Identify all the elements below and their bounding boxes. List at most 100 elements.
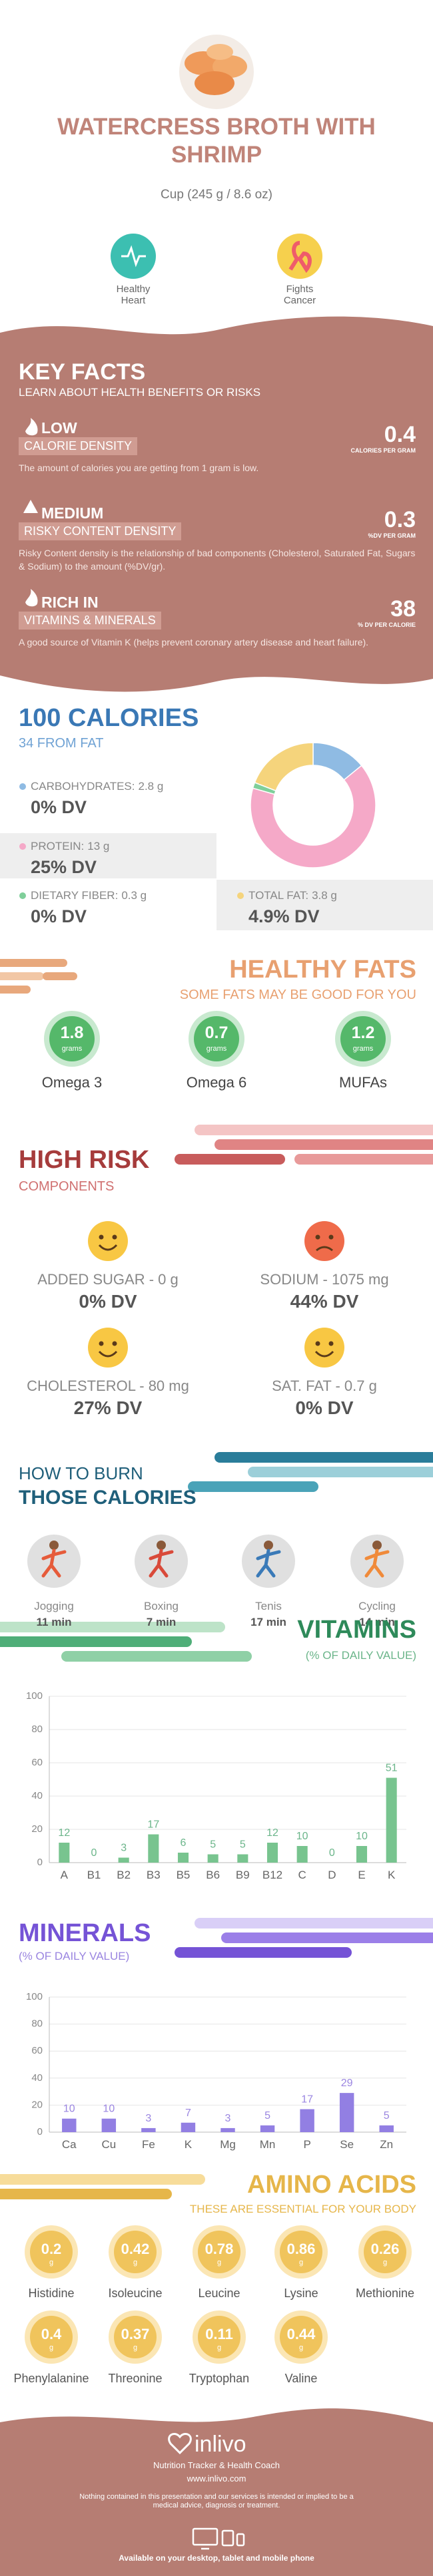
vitamin-stripes (0, 1622, 252, 1662)
device-icons (192, 2527, 245, 2550)
badge-label: Fights Cancer (283, 283, 316, 307)
chart-title: VITAMINS (297, 1616, 416, 1644)
amino-circle (30, 2231, 73, 2273)
bar (101, 2118, 117, 2132)
fact-label: VITAMINS & MINERALS (19, 612, 161, 630)
fat-circle (49, 1016, 95, 1061)
risk-icon (304, 1328, 344, 1368)
section-title: KEY FACTS (19, 359, 146, 385)
chart-subtitle: (% OF DAILY VALUE) (305, 1649, 416, 1662)
bar-value-label: 10 (63, 2104, 75, 2115)
section-title: HOW TO BURN (19, 1463, 143, 1483)
amino-unit: g (298, 2259, 304, 2267)
nutrient-dv: 0% DV (31, 797, 87, 817)
y-tick-label: 100 (26, 1991, 43, 2002)
x-tick-label: Zn (380, 2138, 393, 2151)
risk-label: ADDED SUGAR - 0 g (37, 1271, 179, 1288)
legend-dot (19, 892, 26, 899)
activity-body (364, 1549, 390, 1578)
amino-circle (280, 2316, 322, 2358)
amino-name: Methionine (355, 2287, 415, 2300)
activity-body (149, 1549, 174, 1578)
fact-label: CALORIE DENSITY (19, 437, 138, 455)
bar-value-label: 3 (121, 1843, 127, 1854)
fat-circle (194, 1016, 239, 1061)
amino-circle (280, 2231, 322, 2273)
activity-head (264, 1541, 273, 1550)
fats-stripes (0, 959, 77, 994)
bar-value-label: 51 (386, 1763, 398, 1774)
footer-background (0, 2408, 433, 2576)
x-tick-label: K (388, 1869, 396, 1881)
section-subtitle: THESE ARE ESSENTIAL FOR YOUR BODY (189, 2203, 416, 2215)
amino-value: 0.78 (205, 2241, 234, 2257)
x-tick-label: Fe (142, 2138, 155, 2151)
legend-dot (19, 783, 26, 790)
section-title: HEALTHY FATS (229, 956, 416, 984)
activity-icon (135, 1535, 188, 1588)
bar (379, 2125, 394, 2132)
fact-level: LOW (41, 419, 77, 437)
y-tick-label: 0 (37, 2126, 43, 2137)
activity-head (157, 1541, 166, 1550)
bar-value-label: 6 (181, 1837, 187, 1849)
bar (141, 2127, 156, 2132)
fat-value: 1.8 (60, 1023, 84, 1042)
fact-value: 38 (390, 596, 416, 622)
mineral-stripes (175, 1918, 433, 1958)
bar (148, 1834, 159, 1863)
amino-value: 0.2 (41, 2241, 62, 2257)
legend-dot (19, 843, 26, 850)
risk-mouth (316, 1246, 333, 1252)
amino-circle (114, 2316, 157, 2358)
activity-time: 7 min (146, 1616, 177, 1628)
amino-value: 0.44 (286, 2326, 316, 2342)
bar-value-label: 10 (356, 1831, 368, 1842)
url: www.inlivo.com (187, 2474, 246, 2484)
activity-time: 14 min (359, 1616, 395, 1628)
risk-dv: 0% DV (79, 1291, 137, 1312)
bar (181, 2122, 196, 2132)
dish-image (179, 35, 254, 109)
section-subtitle: SOME FATS MAY BE GOOD FOR YOU (179, 988, 416, 1002)
activity-name: Cycling (358, 1600, 396, 1612)
amino-circle (198, 2316, 240, 2358)
bar (62, 2118, 77, 2132)
bar (118, 1857, 129, 1863)
badge-icons (111, 234, 322, 279)
tagline: Nutrition Tracker & Health Coach (153, 2460, 280, 2470)
brand: inlivo (195, 2432, 246, 2457)
nutrient-label: DIETARY FIBER: 0.3 g (31, 889, 147, 902)
bar-value-label: 17 (301, 2094, 313, 2105)
x-tick-label: E (358, 1869, 365, 1881)
risk-eye (112, 1341, 117, 1346)
bar-value-label: 7 (185, 2108, 191, 2119)
bar (59, 1843, 70, 1863)
x-tick-label: B2 (117, 1869, 131, 1881)
legend-dot (237, 892, 244, 899)
brand-heart (168, 2433, 192, 2455)
fact-icons (23, 418, 38, 607)
fact-level: RICH IN (41, 594, 99, 611)
bar-value-label: 10 (296, 1831, 308, 1842)
nutrient-amount: 0.3 g (121, 889, 147, 902)
amino-unit: g (49, 2259, 54, 2267)
risk-dv: 44% DV (290, 1291, 359, 1312)
amino-stripes (0, 2174, 205, 2199)
activity-name: Jogging (34, 1600, 74, 1612)
burn-stripes (188, 1452, 433, 1492)
section-subtitle: COMPONENTS (19, 1179, 115, 1194)
y-tick-label: 80 (31, 1724, 43, 1735)
x-tick-label: B12 (262, 1869, 282, 1881)
risk-label: CHOLESTEROL - 80 mg (27, 1378, 189, 1394)
x-tick-label: K (185, 2138, 193, 2151)
nutrient-label: PROTEIN: 13 g (31, 840, 110, 852)
fact-value: 0.4 (384, 422, 416, 447)
fat-unit: grams (61, 1045, 83, 1053)
amino-unit: g (217, 2344, 222, 2352)
amino-name: Isoleucine (108, 2287, 163, 2300)
y-tick-label: 20 (31, 1823, 43, 1835)
x-tick-label: D (328, 1869, 336, 1881)
fact-unit: %DV PER GRAM (368, 532, 416, 539)
nutrient-dv: 4.9% DV (248, 906, 320, 926)
